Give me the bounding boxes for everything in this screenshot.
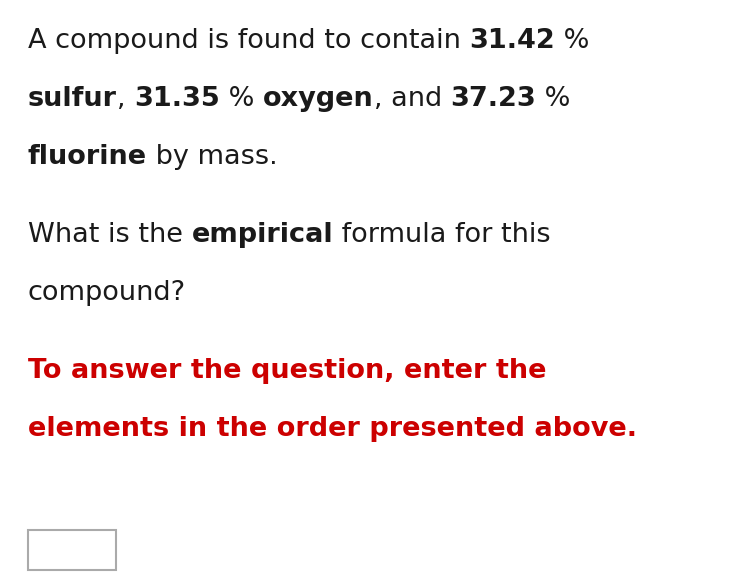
Text: 31.35: 31.35 [134,86,220,112]
Text: by mass.: by mass. [147,144,278,170]
Text: What is the: What is the [28,222,192,248]
Text: %: % [537,86,570,112]
Text: compound?: compound? [28,280,186,306]
Text: 31.42: 31.42 [469,28,555,54]
Text: fluorine: fluorine [28,144,147,170]
Text: %: % [220,86,263,112]
Text: , and: , and [374,86,450,112]
Text: elements in the order presented above.: elements in the order presented above. [28,416,637,442]
Text: 37.23: 37.23 [450,86,537,112]
Text: ,: , [117,86,134,112]
Text: A compound is found to contain: A compound is found to contain [28,28,469,54]
Text: empirical: empirical [192,222,333,248]
Text: To answer the question, enter the: To answer the question, enter the [28,358,547,384]
Text: %: % [555,28,590,54]
Text: formula for this: formula for this [333,222,551,248]
Text: sulfur: sulfur [28,86,117,112]
Bar [28,530,116,570]
Text: oxygen: oxygen [263,86,374,112]
